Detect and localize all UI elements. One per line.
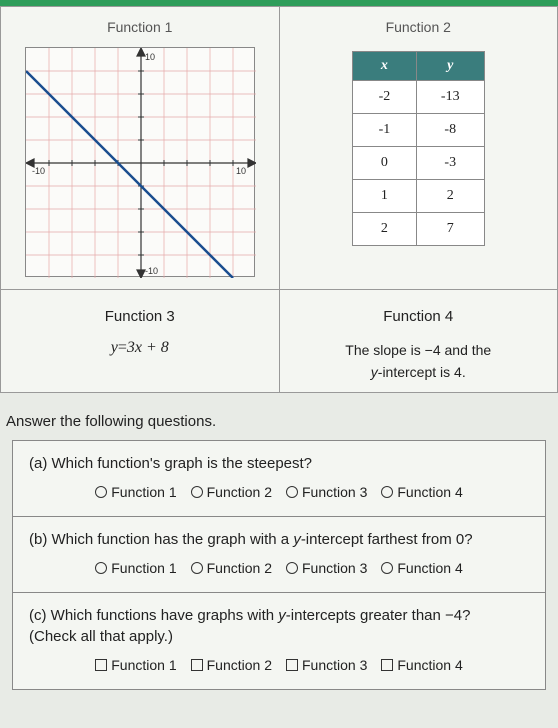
opt-a-1[interactable]: Function 1 [95,484,176,500]
checkbox-icon [286,659,298,671]
function-1-graph: 10 -10 -10 10 [25,47,255,277]
radio-icon [381,486,393,498]
question-c: (c) Which functions have graphs with y-i… [13,593,545,689]
opt-b-2[interactable]: Function 2 [191,560,272,576]
answer-heading: Answer the following questions. [6,413,558,430]
radio-icon [286,486,298,498]
opt-c-4[interactable]: Function 4 [381,657,462,673]
col-x: x [352,52,416,81]
question-b-text: (b) Which function has the graph with a … [29,531,529,548]
opt-b-3[interactable]: Function 3 [286,560,367,576]
radio-icon [95,562,107,574]
function-3-equation: y=3x + 8 [9,339,271,357]
label-right: 10 [236,166,246,176]
axes [26,48,256,278]
functions-row-1: Function 1 [0,6,558,290]
function-3-cell: Function 3 y=3x + 8 [1,290,280,392]
plot-line [26,71,233,278]
table-row: 0-3 [352,147,484,180]
question-a-options: Function 1 Function 2 Function 3 Functio… [29,484,529,500]
table-row: 12 [352,180,484,213]
opt-b-1[interactable]: Function 1 [95,560,176,576]
radio-icon [381,562,393,574]
function-2-table: x y -2-13 -1-8 0-3 12 27 [352,51,485,246]
function-1-cell: Function 1 [1,7,280,289]
function-4-desc: The slope is −4 and the y-intercept is 4… [288,339,550,384]
checkbox-icon [95,659,107,671]
table-row: -2-13 [352,81,484,114]
qa-box: (a) Which function's graph is the steepe… [12,440,546,690]
radio-icon [191,562,203,574]
function-2-header: Function 2 [288,15,550,43]
opt-a-2[interactable]: Function 2 [191,484,272,500]
opt-b-4[interactable]: Function 4 [381,560,462,576]
opt-c-3[interactable]: Function 3 [286,657,367,673]
checkbox-icon [381,659,393,671]
function-4-cell: Function 4 The slope is −4 and the y-int… [280,290,558,392]
question-b-options: Function 1 Function 2 Function 3 Functio… [29,560,529,576]
label-left: -10 [32,166,45,176]
question-c-text: (c) Which functions have graphs with y-i… [29,607,529,624]
radio-icon [286,562,298,574]
radio-icon [95,486,107,498]
question-c-options: Function 1 Function 2 Function 3 Functio… [29,657,529,673]
radio-icon [191,486,203,498]
opt-c-1[interactable]: Function 1 [95,657,176,673]
table-row: 27 [352,213,484,246]
function-2-cell: Function 2 x y -2-13 -1-8 0-3 12 27 [280,7,558,289]
table-row: -1-8 [352,114,484,147]
opt-a-3[interactable]: Function 3 [286,484,367,500]
question-c-sub: (Check all that apply.) [29,628,529,645]
col-y: y [416,52,484,81]
opt-a-4[interactable]: Function 4 [381,484,462,500]
opt-c-2[interactable]: Function 2 [191,657,272,673]
checkbox-icon [191,659,203,671]
function-4-title: Function 4 [288,308,550,325]
question-b: (b) Which function has the graph with a … [13,517,545,593]
question-a: (a) Which function's graph is the steepe… [13,441,545,517]
function-3-title: Function 3 [9,308,271,325]
label-bottom: -10 [145,266,158,276]
label-top: 10 [145,52,155,62]
question-a-text: (a) Which function's graph is the steepe… [29,455,529,472]
functions-row-2: Function 3 y=3x + 8 Function 4 The slope… [0,290,558,393]
function-1-header: Function 1 [9,15,271,43]
